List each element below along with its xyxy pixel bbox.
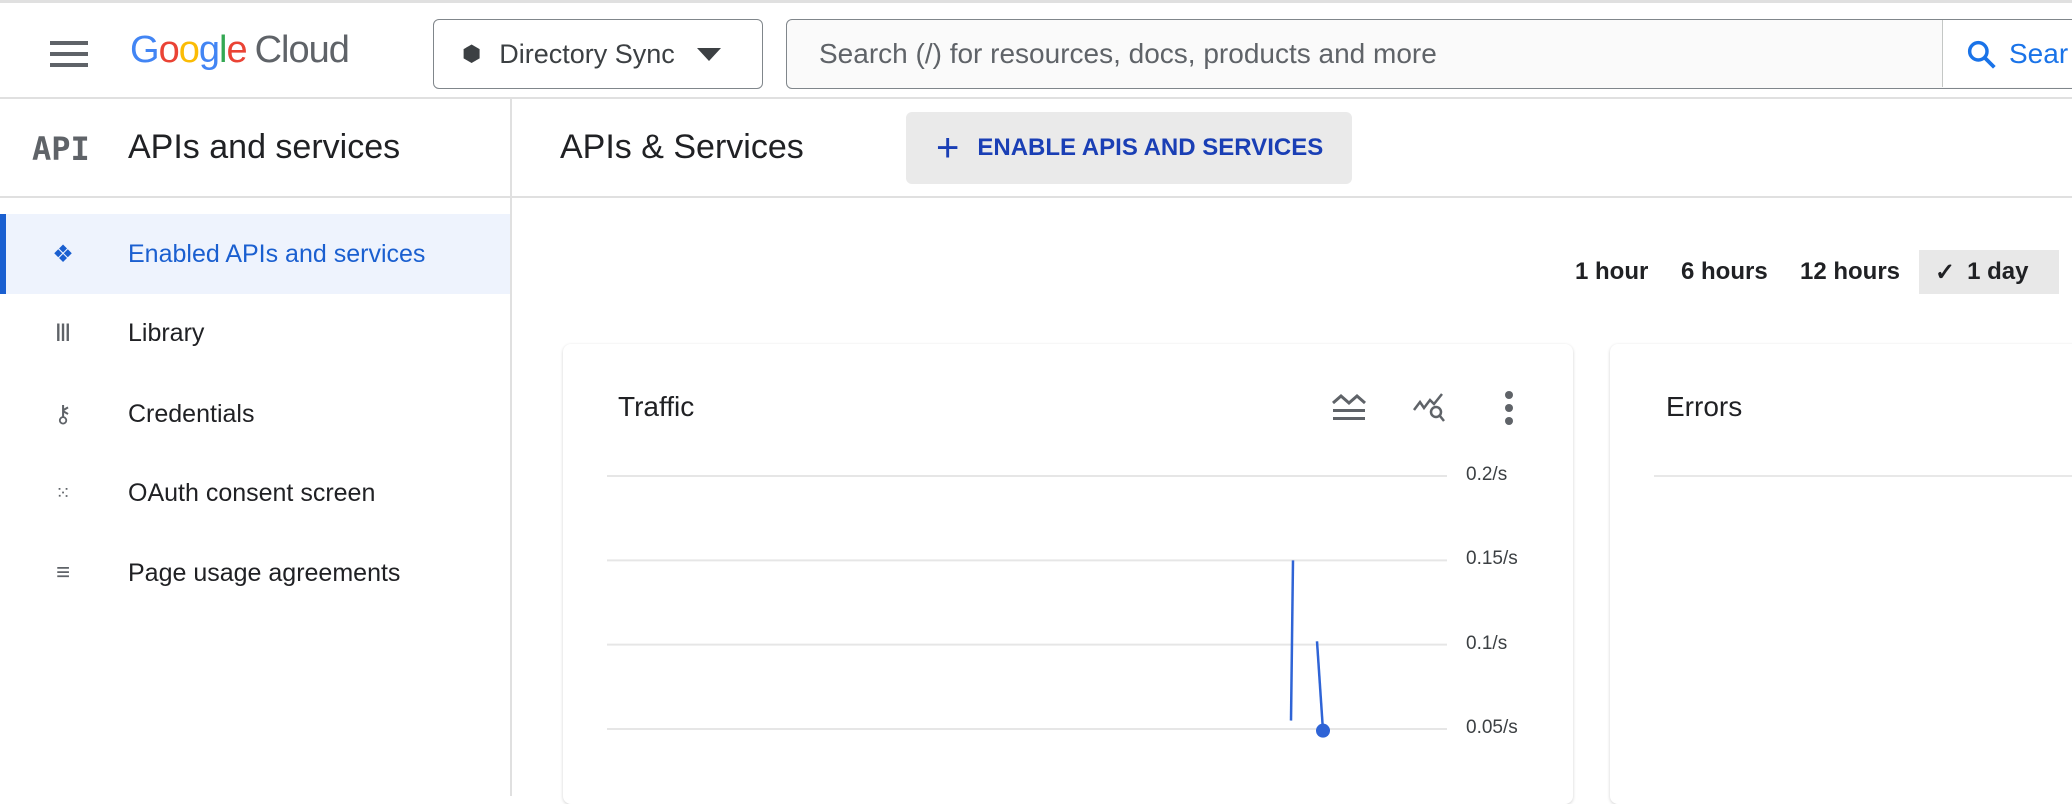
search-input[interactable]: Search (/) for resources, docs, products… xyxy=(786,19,2072,89)
caret-down-icon xyxy=(696,47,721,61)
sidebar-item-label: Library xyxy=(128,318,205,347)
time-range-12-hours[interactable]: 12 hours xyxy=(1800,258,1901,285)
search-placeholder: Search (/) for resources, docs, products… xyxy=(819,38,1437,69)
enable-apis-button[interactable]: + ENABLE APIS AND SERVICES xyxy=(906,112,1352,184)
page-title: APIs & Services xyxy=(560,128,804,166)
api-icon: API xyxy=(32,130,90,168)
sidebar-item-credentials[interactable]: ⚷ Credentials xyxy=(0,374,510,454)
sidebar-divider xyxy=(510,99,512,796)
time-range-1-day[interactable]: ✓ 1 day xyxy=(1919,250,2059,294)
project-selector[interactable]: ⬢ Directory Sync xyxy=(433,19,763,89)
search-button[interactable]: Sear xyxy=(1942,20,2072,87)
series-line xyxy=(1315,641,1325,731)
y-tick-label: 0.05/s xyxy=(1466,717,1518,738)
errors-gridline xyxy=(1654,475,2072,477)
explore-chart-icon[interactable] xyxy=(1410,388,1450,428)
y-tick-label: 0.15/s xyxy=(1466,548,1518,570)
sidebar-item-page-usage[interactable]: ≡ Page usage agreements xyxy=(0,533,510,613)
sidebar-item-label: Credentials xyxy=(128,399,255,428)
more-options-icon[interactable] xyxy=(1489,388,1529,428)
time-range-6-hours[interactable]: 6 hours xyxy=(1681,258,1768,285)
sidebar-item-label: OAuth consent screen xyxy=(128,478,376,507)
check-icon: ✓ xyxy=(1935,258,1956,286)
data-point[interactable] xyxy=(1316,723,1330,738)
enabled-apis-icon: ❖ xyxy=(52,240,74,268)
project-name: Directory Sync xyxy=(499,38,675,69)
enable-apis-label: ENABLE APIS AND SERVICES xyxy=(977,134,1324,161)
sidebar-item-label: Enabled APIs and services xyxy=(128,239,426,268)
project-icon: ⬢ xyxy=(462,41,482,66)
sidebar-item-library[interactable]: Ⅲ Library xyxy=(0,293,510,373)
time-range-label: 1 day xyxy=(1967,258,2029,285)
subheader xyxy=(0,99,2072,198)
errors-card xyxy=(1610,344,2072,804)
time-range-1-hour[interactable]: 1 hour xyxy=(1575,258,1649,285)
y-tick-label: 0.1/s xyxy=(1466,632,1508,654)
plus-icon: + xyxy=(936,126,960,170)
key-icon: ⚷ xyxy=(54,400,72,428)
library-icon: Ⅲ xyxy=(54,319,72,347)
sidebar-title: APIs and services xyxy=(128,128,401,166)
sidebar-item-enabled-apis[interactable]: ❖ Enabled APIs and services xyxy=(0,214,510,294)
google-cloud-logo[interactable]: Google Cloud xyxy=(130,29,350,71)
y-tick-label: 0.2/s xyxy=(1466,464,1508,485)
series-line xyxy=(1289,560,1295,721)
sidebar-item-label: Page usage agreements xyxy=(128,558,401,587)
search-button-label: Sear xyxy=(2009,37,2069,69)
legend-toggle-icon[interactable] xyxy=(1329,388,1369,428)
traffic-card xyxy=(563,344,1573,804)
menu-icon[interactable] xyxy=(50,41,88,67)
traffic-title: Traffic xyxy=(618,391,695,422)
settings-list-icon: ≡ xyxy=(55,559,70,586)
sidebar-item-oauth[interactable]: ⁙ OAuth consent screen xyxy=(0,453,510,533)
top-bar: Google Cloud ⬢ Directory Sync Search (/) … xyxy=(0,0,2072,99)
search-icon xyxy=(1967,40,1996,69)
errors-title: Errors xyxy=(1666,391,1743,422)
oauth-icon: ⁙ xyxy=(55,482,71,503)
